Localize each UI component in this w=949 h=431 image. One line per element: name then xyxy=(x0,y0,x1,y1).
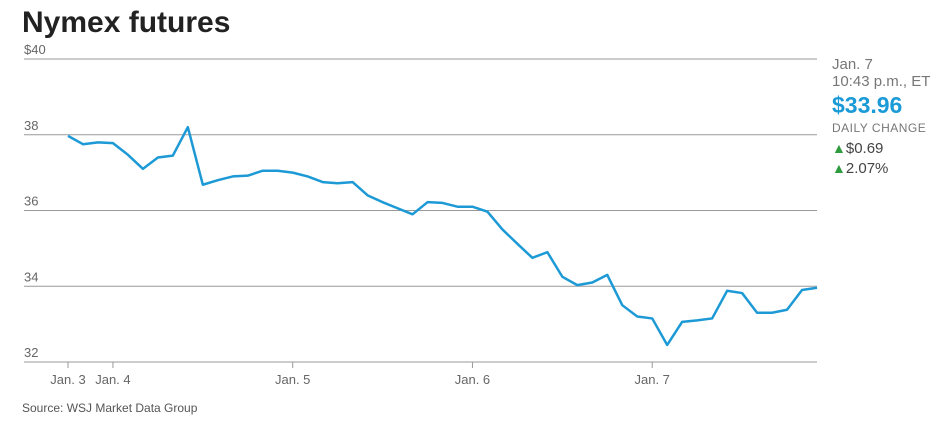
x-tick-label: Jan. 6 xyxy=(455,372,490,387)
price: $33.96 xyxy=(832,92,903,118)
source: Source: WSJ Market Data Group xyxy=(22,401,198,415)
quote-panel: Jan. 7 10:43 p.m., ET $33.96 DAILY CHANG… xyxy=(832,56,931,177)
y-tick-label: 38 xyxy=(24,118,38,133)
x-tick-label: Jan. 7 xyxy=(635,372,670,387)
chart-title: Nymex futures xyxy=(22,6,230,39)
change-pct: 2.07% xyxy=(845,160,889,177)
x-tick-label: Jan. 5 xyxy=(275,372,310,387)
date: Jan. 7 xyxy=(832,56,873,73)
y-tick-label: 34 xyxy=(24,269,38,284)
chart: Nymex futures Source: WSJ Market Data Gr… xyxy=(22,6,818,415)
x-tick-label: Jan. 4 xyxy=(95,372,130,387)
change-label: DAILY CHANGE xyxy=(832,121,927,135)
y-tick-label: $40 xyxy=(24,42,46,57)
price-line xyxy=(67,125,818,347)
x-tick-label: Jan. 3 xyxy=(50,372,85,387)
y-tick-label: 32 xyxy=(24,345,38,360)
y-tick-label: 36 xyxy=(24,194,38,209)
change: $0.69 xyxy=(845,140,884,157)
time: 10:43 p.m., ET xyxy=(832,73,931,90)
